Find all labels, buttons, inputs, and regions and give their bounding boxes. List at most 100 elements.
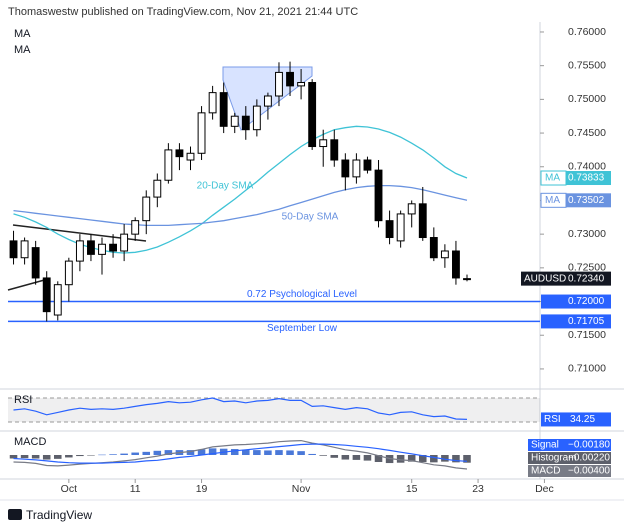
histogram-bar <box>197 449 206 455</box>
histogram-bar <box>53 455 62 459</box>
candle-body <box>53 284 62 316</box>
candle-body <box>341 159 350 178</box>
candle-body <box>452 250 460 279</box>
histogram-bar <box>297 451 305 455</box>
header: Thomaswestw published on TradingView.com… <box>8 6 358 18</box>
logo: TradingView <box>8 508 92 522</box>
histogram-bar <box>396 455 405 463</box>
macd-title: MACD <box>14 436 46 448</box>
macd-value-label: −0.00400 <box>568 466 610 477</box>
candle-body <box>197 112 206 154</box>
candle-body <box>175 149 184 158</box>
candle-body <box>153 179 162 198</box>
histogram-bar <box>341 455 350 460</box>
candle-body <box>463 278 471 281</box>
candle-body <box>20 240 29 259</box>
rsi-line <box>13 397 468 420</box>
footer-brand: TradingView <box>26 508 92 522</box>
signal-value-label: −0.00180 <box>568 440 610 451</box>
candle-body <box>440 250 449 259</box>
candle-body <box>131 220 140 235</box>
ma-annotation: 50-Day SMA <box>282 212 339 223</box>
level-label: 0.71705 <box>568 316 605 327</box>
y-tick-label: 0.71500 <box>568 329 606 341</box>
candle-body <box>64 260 73 286</box>
x-tick-label: 23 <box>472 483 484 495</box>
level-box <box>541 314 611 329</box>
candle-body <box>87 240 95 255</box>
ma-value-box <box>566 193 611 208</box>
histogram-bar <box>109 454 117 455</box>
candle-body <box>407 203 416 215</box>
logo-icon <box>8 509 22 520</box>
histogram-bar <box>253 450 261 455</box>
candle-body <box>42 277 51 313</box>
signal-name: Signal <box>531 440 559 451</box>
histogram-bar <box>186 450 195 455</box>
x-tick-label: Dec <box>535 483 554 495</box>
symbol-label: AUDUSD <box>524 273 566 284</box>
candle-body <box>418 203 427 239</box>
candle-body <box>164 149 173 181</box>
histogram-name: Histogram <box>531 453 577 464</box>
histogram-bar <box>286 450 294 455</box>
histogram-bar <box>131 452 139 455</box>
histogram-bar <box>308 453 316 455</box>
candle-body <box>319 139 328 148</box>
candle-body <box>363 159 372 171</box>
histogram-bar <box>230 449 239 455</box>
ma-value-box <box>566 171 611 186</box>
candle-body <box>230 115 239 127</box>
candle-body <box>252 105 261 131</box>
rsi-band <box>8 398 540 422</box>
histogram-bar <box>120 453 128 455</box>
x-tick-label: 19 <box>196 483 208 495</box>
candle-body <box>330 139 339 161</box>
y-tick-label: 0.75000 <box>568 93 606 105</box>
candle-body <box>385 220 394 239</box>
y-tick-label: 0.74000 <box>568 161 606 173</box>
rsi-title: RSI <box>14 394 32 406</box>
candle-body <box>308 82 317 148</box>
histogram-bar <box>9 455 18 459</box>
legend-entry: MA <box>14 44 31 56</box>
macd-box <box>528 465 611 477</box>
signal-box <box>528 439 611 451</box>
candle-body <box>9 240 18 259</box>
histogram-bar <box>363 455 372 461</box>
histogram-bar <box>242 449 250 455</box>
level-label: 0.72000 <box>568 296 605 307</box>
x-tick-label: Nov <box>292 483 311 495</box>
trendline <box>7 278 49 291</box>
signal-line <box>13 443 468 464</box>
y-tick-label: 0.72500 <box>568 262 606 274</box>
candle-body <box>120 233 129 252</box>
last-price-label: 0.72340 <box>568 273 605 284</box>
ma-annotation: 20-Day SMA <box>197 181 254 192</box>
candle-body <box>219 92 228 127</box>
candle-body <box>396 213 405 242</box>
histogram-bar <box>142 451 151 455</box>
y-tick-label: 0.76000 <box>568 26 606 38</box>
histogram-value-label: −0.00220 <box>568 453 610 464</box>
price-box <box>521 271 611 286</box>
rsi-name: RSI <box>544 414 561 425</box>
candle-body <box>186 152 195 161</box>
level-box <box>541 294 611 309</box>
y-tick-label: 0.74500 <box>568 127 606 139</box>
histogram-bar <box>330 455 339 458</box>
histogram-bar <box>264 450 272 455</box>
candle-body <box>297 82 306 87</box>
candle-body <box>286 71 294 87</box>
histogram-bar <box>65 455 73 458</box>
candle-body <box>241 115 250 131</box>
candle-body <box>374 169 383 222</box>
candle-body <box>75 240 84 262</box>
level-name: September Low <box>267 323 338 334</box>
histogram-bar <box>463 455 471 463</box>
histogram-bar <box>452 455 460 463</box>
ma-name: MA <box>545 195 560 206</box>
candle-body <box>142 196 151 222</box>
candle-body <box>429 237 438 259</box>
